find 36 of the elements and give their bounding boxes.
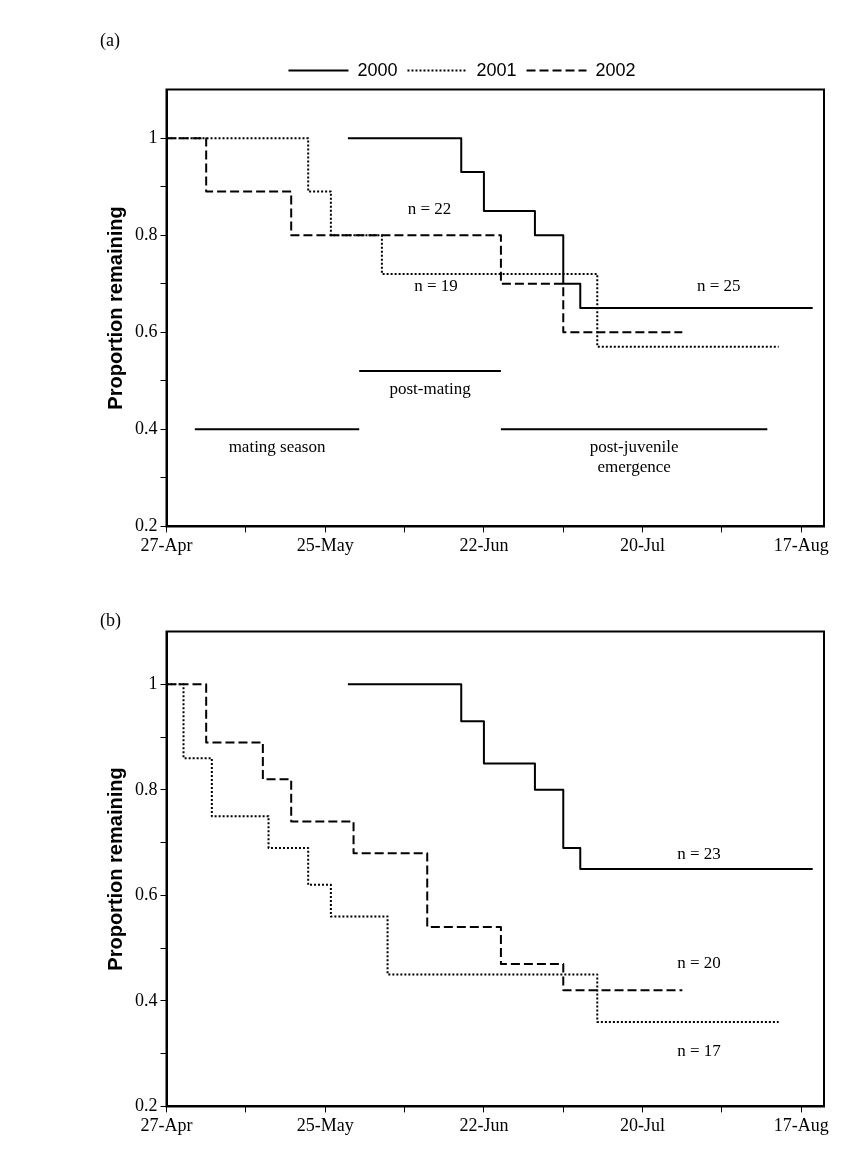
y-tick-label: 0.2 <box>135 1095 158 1116</box>
x-tick-label: 22-Jun <box>459 534 509 555</box>
y-tick-label: 0.4 <box>135 989 158 1010</box>
annotation: n = 22 <box>407 199 452 219</box>
chart-title: (a) <box>100 29 120 51</box>
annotation: n = 23 <box>677 844 721 864</box>
y-tick-label: 1 <box>148 673 158 694</box>
x-tick-label: 20-Jul <box>620 534 666 555</box>
chart-title: (b) <box>100 609 121 631</box>
y-tick-label: 1 <box>148 126 158 147</box>
y-tick-label: 0.2 <box>135 515 158 536</box>
legend-label: 2000 <box>357 59 398 80</box>
annotation: n = 17 <box>677 1041 722 1061</box>
series-label: post-juvenile emergence <box>589 437 679 477</box>
x-tick-label: 17-Aug <box>773 1114 829 1135</box>
x-tick-label: 27-Apr <box>140 1114 193 1135</box>
x-tick-label: 25-May <box>296 1114 354 1135</box>
series-label: mating season <box>228 437 326 457</box>
y-tick-label: 0.6 <box>135 884 158 905</box>
legend-label: 2001 <box>476 59 517 80</box>
x-tick-label: 17-Aug <box>773 534 829 555</box>
x-tick-label: 22-Jun <box>459 1114 509 1135</box>
legend-label: 2002 <box>595 59 636 80</box>
annotation: n = 19 <box>414 275 458 295</box>
y-axis-title: Proportion remaining <box>103 206 126 410</box>
y-axis-title: Proportion remaining <box>103 767 126 971</box>
y-tick-label: 0.4 <box>135 418 158 439</box>
x-tick-label: 27-Apr <box>140 534 193 555</box>
series-label: post-mating <box>389 379 472 399</box>
annotation: n = 20 <box>677 953 721 973</box>
annotation: n = 25 <box>697 275 741 295</box>
y-tick-label: 0.8 <box>135 778 158 799</box>
x-tick-label: 20-Jul <box>620 1114 666 1135</box>
x-tick-label: 25-May <box>296 534 354 555</box>
y-tick-label: 0.8 <box>135 223 158 244</box>
y-tick-label: 0.6 <box>135 321 158 341</box>
